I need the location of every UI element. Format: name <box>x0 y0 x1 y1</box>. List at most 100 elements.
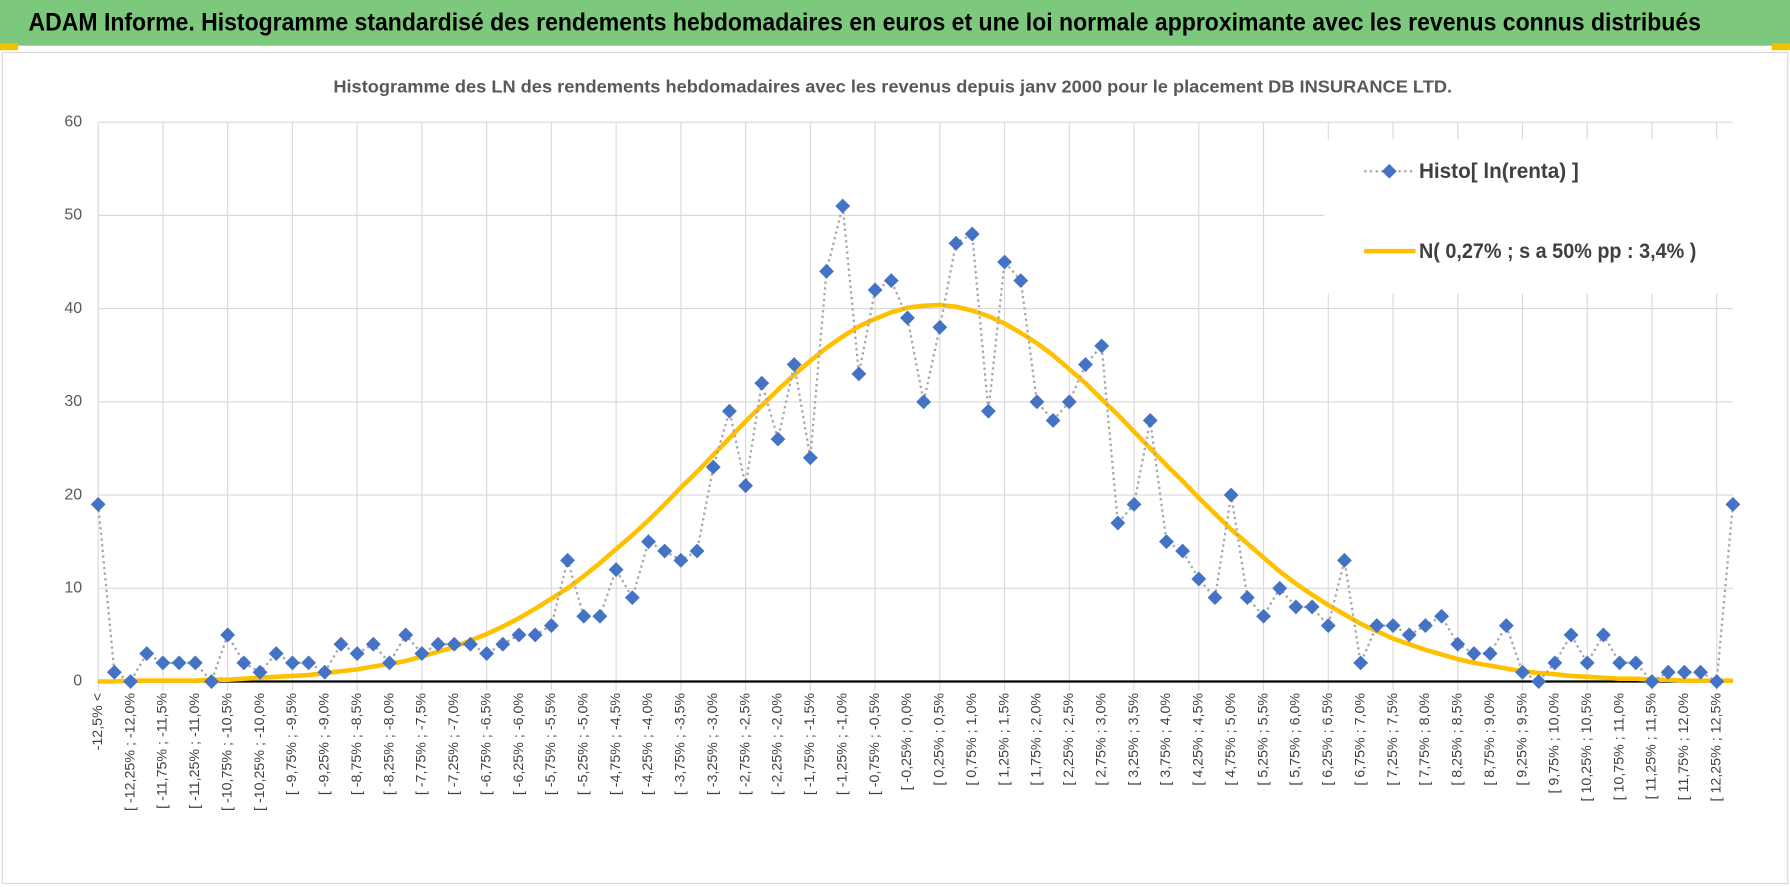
plot <box>90 198 1741 689</box>
data-point <box>1159 534 1174 550</box>
x-tick-label: [ -12,25% ; -12,0% <box>122 693 138 811</box>
data-point <box>1450 636 1466 652</box>
data-point <box>1515 664 1530 680</box>
data-point <box>317 664 333 680</box>
data-point <box>349 646 365 661</box>
data-point <box>1612 655 1628 671</box>
x-tick-label: [ 10,75% ; 11,0% <box>1611 693 1627 801</box>
data-point <box>883 273 899 289</box>
data-point <box>1660 664 1676 680</box>
x-tick-label: [ -7,75% ; -7,5% <box>414 693 430 796</box>
x-tick-label: [ 10,25% ; 10,5% <box>1579 693 1595 802</box>
x-tick-label: [ 9,25% ; 9,5% <box>1514 693 1530 786</box>
x-tick-label: [ -0,25% ; 0,0% <box>899 693 915 791</box>
data-point <box>802 450 818 466</box>
x-tick-label: [ 4,75% ; 5,0% <box>1223 693 1239 786</box>
data-point <box>1531 674 1547 689</box>
data-point <box>705 459 721 475</box>
data-point <box>1239 590 1255 606</box>
x-tick-label: [ 5,75% ; 6,0% <box>1288 693 1304 786</box>
y-tick-label: 10 <box>64 580 82 597</box>
y-tick-label: 0 <box>73 673 82 690</box>
data-point <box>932 319 948 335</box>
grid: 0 10 20 30 40 50 60 -12,5% < [ -12,25% ; -12,0% [… <box>64 113 1733 811</box>
x-tick-label: [ 5,25% ; 5,5% <box>1255 693 1271 786</box>
x-tick-label: [ -9,75% ; -9,5% <box>284 693 300 796</box>
chart-title: Histogramme des LN des rendements hebdom… <box>333 77 1452 96</box>
data-point <box>948 235 964 251</box>
y-tick-label: 30 <box>64 393 82 410</box>
data-point <box>1029 394 1045 410</box>
data-point <box>1045 413 1061 428</box>
x-tick-label: [ -2,25% ; -2,0% <box>770 693 786 796</box>
data-point <box>1385 618 1401 634</box>
x-tick-label: [ -10,25% ; -10,0% <box>252 693 268 811</box>
x-tick-label: [ 12,25% ; 12,5% <box>1708 693 1724 802</box>
x-tick-label: [ -2,75% ; -2,5% <box>737 693 753 796</box>
x-tick-label: [ -8,75% ; -8,5% <box>349 693 365 796</box>
x-tick-label: [ 3,25% ; 3,5% <box>1126 693 1142 786</box>
data-point <box>187 655 203 671</box>
data-point <box>171 655 187 671</box>
data-point <box>1596 627 1611 643</box>
data-point <box>900 310 915 326</box>
x-tick-label: [ 6,25% ; 6,5% <box>1320 693 1336 786</box>
x-tick-label: [ 1,75% ; 2,0% <box>1029 693 1045 786</box>
y-tick-label: 20 <box>64 486 82 503</box>
data-point <box>592 608 608 624</box>
legend-label: Histo[ ln(renta) ] <box>1419 158 1579 183</box>
data-point <box>301 655 317 671</box>
data-point <box>139 646 155 661</box>
data-point <box>495 636 511 652</box>
x-tick-label: [ 6,75% ; 7,0% <box>1352 693 1368 786</box>
data-point <box>1207 590 1223 606</box>
data-point <box>1579 655 1595 671</box>
x-tick-label: [ 1,25% ; 1,5% <box>996 693 1012 786</box>
data-point <box>1353 655 1369 671</box>
data-point <box>1061 394 1077 410</box>
data-point <box>576 608 592 624</box>
series-line <box>97 204 1735 683</box>
x-tick-label: [ 8,75% ; 9,0% <box>1482 693 1498 786</box>
data-point <box>220 627 236 643</box>
data-point <box>1498 618 1514 634</box>
y-tick-label: 60 <box>64 113 82 130</box>
data-point <box>1078 357 1093 372</box>
data-point <box>284 655 300 671</box>
data-point <box>430 636 446 652</box>
data-point <box>1725 496 1741 512</box>
data-point <box>1417 618 1433 634</box>
y-tick-label: 50 <box>64 207 82 224</box>
data-point <box>333 636 349 652</box>
data-point <box>819 263 834 279</box>
data-point <box>786 357 802 372</box>
data-point <box>1223 487 1239 503</box>
x-tick-label: [ -1,75% ; -1,5% <box>802 693 818 796</box>
corner-mark <box>0 43 19 51</box>
data-point <box>1628 655 1644 671</box>
data-point <box>1693 664 1708 680</box>
data-point <box>1434 608 1449 624</box>
data-point <box>1547 655 1563 671</box>
y-tick-label: 40 <box>64 300 82 317</box>
data-point <box>1482 646 1498 661</box>
data-point <box>382 655 397 671</box>
data-point <box>1191 571 1207 587</box>
legend-label: N( 0,27% ; s a 50% pp : 3,4% ) <box>1419 238 1696 263</box>
x-tick-label: [ -9,25% ; -9,0% <box>317 693 333 796</box>
data-point <box>1304 599 1320 615</box>
x-tick-label: [ 0,25% ; 0,5% <box>932 693 948 786</box>
data-point <box>770 431 786 447</box>
x-tick-label: [ 2,25% ; 2,5% <box>1061 693 1077 786</box>
data-point <box>964 226 980 242</box>
data-point <box>916 394 932 410</box>
x-tick-label: [ -6,75% ; -6,5% <box>478 693 494 796</box>
x-tick-label: [ 3,75% ; 4,0% <box>1158 693 1174 786</box>
x-tick-label: [ 9,75% ; 10,0% <box>1547 693 1563 794</box>
data-point <box>624 590 640 606</box>
x-tick-label: [ -3,75% ; -3,5% <box>673 693 689 796</box>
x-tick-label: [ -5,75% ; -5,5% <box>543 693 559 796</box>
x-tick-label: [ 11,25% ; 11,5% <box>1644 693 1660 800</box>
x-tick-label: [ -4,75% ; -4,5% <box>608 693 624 796</box>
